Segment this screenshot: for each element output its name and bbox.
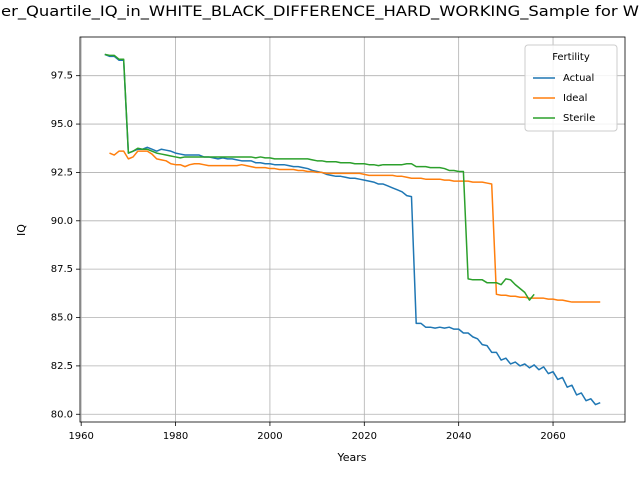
legend-box bbox=[524, 44, 618, 132]
series-line bbox=[104, 53, 601, 406]
y-axis-label: IQ bbox=[15, 224, 28, 236]
x-tick-label: 2020 bbox=[352, 431, 377, 442]
legend-label: Actual bbox=[563, 73, 594, 84]
axes-frame bbox=[79, 36, 626, 423]
series-line bbox=[104, 53, 535, 301]
y-tick-label: 80.0 bbox=[51, 409, 73, 420]
legend-label: Ideal bbox=[563, 93, 587, 104]
series-line bbox=[109, 150, 601, 303]
y-tick-label: 92.5 bbox=[51, 167, 73, 178]
x-axis-label: Years bbox=[336, 451, 366, 464]
x-tick-label: 1960 bbox=[68, 431, 93, 442]
y-tick-label: 87.5 bbox=[51, 264, 73, 275]
y-tick-label: 97.5 bbox=[51, 71, 73, 82]
x-tick-label: 1980 bbox=[163, 431, 188, 442]
x-tick-label: 2040 bbox=[446, 431, 471, 442]
y-tick-label: 95.0 bbox=[51, 119, 73, 130]
chart-title: er_Quartile_IQ_in_WHITE_BLACK_DIFFERENCE… bbox=[1, 4, 639, 20]
legend-title: Fertility bbox=[552, 52, 590, 63]
x-tick-label: 2060 bbox=[540, 431, 565, 442]
x-tick-label: 2000 bbox=[257, 431, 282, 442]
y-tick-label: 85.0 bbox=[51, 313, 73, 324]
legend-label: Sterile bbox=[563, 113, 595, 124]
y-tick-label: 82.5 bbox=[51, 361, 73, 372]
y-tick-label: 90.0 bbox=[51, 216, 73, 227]
